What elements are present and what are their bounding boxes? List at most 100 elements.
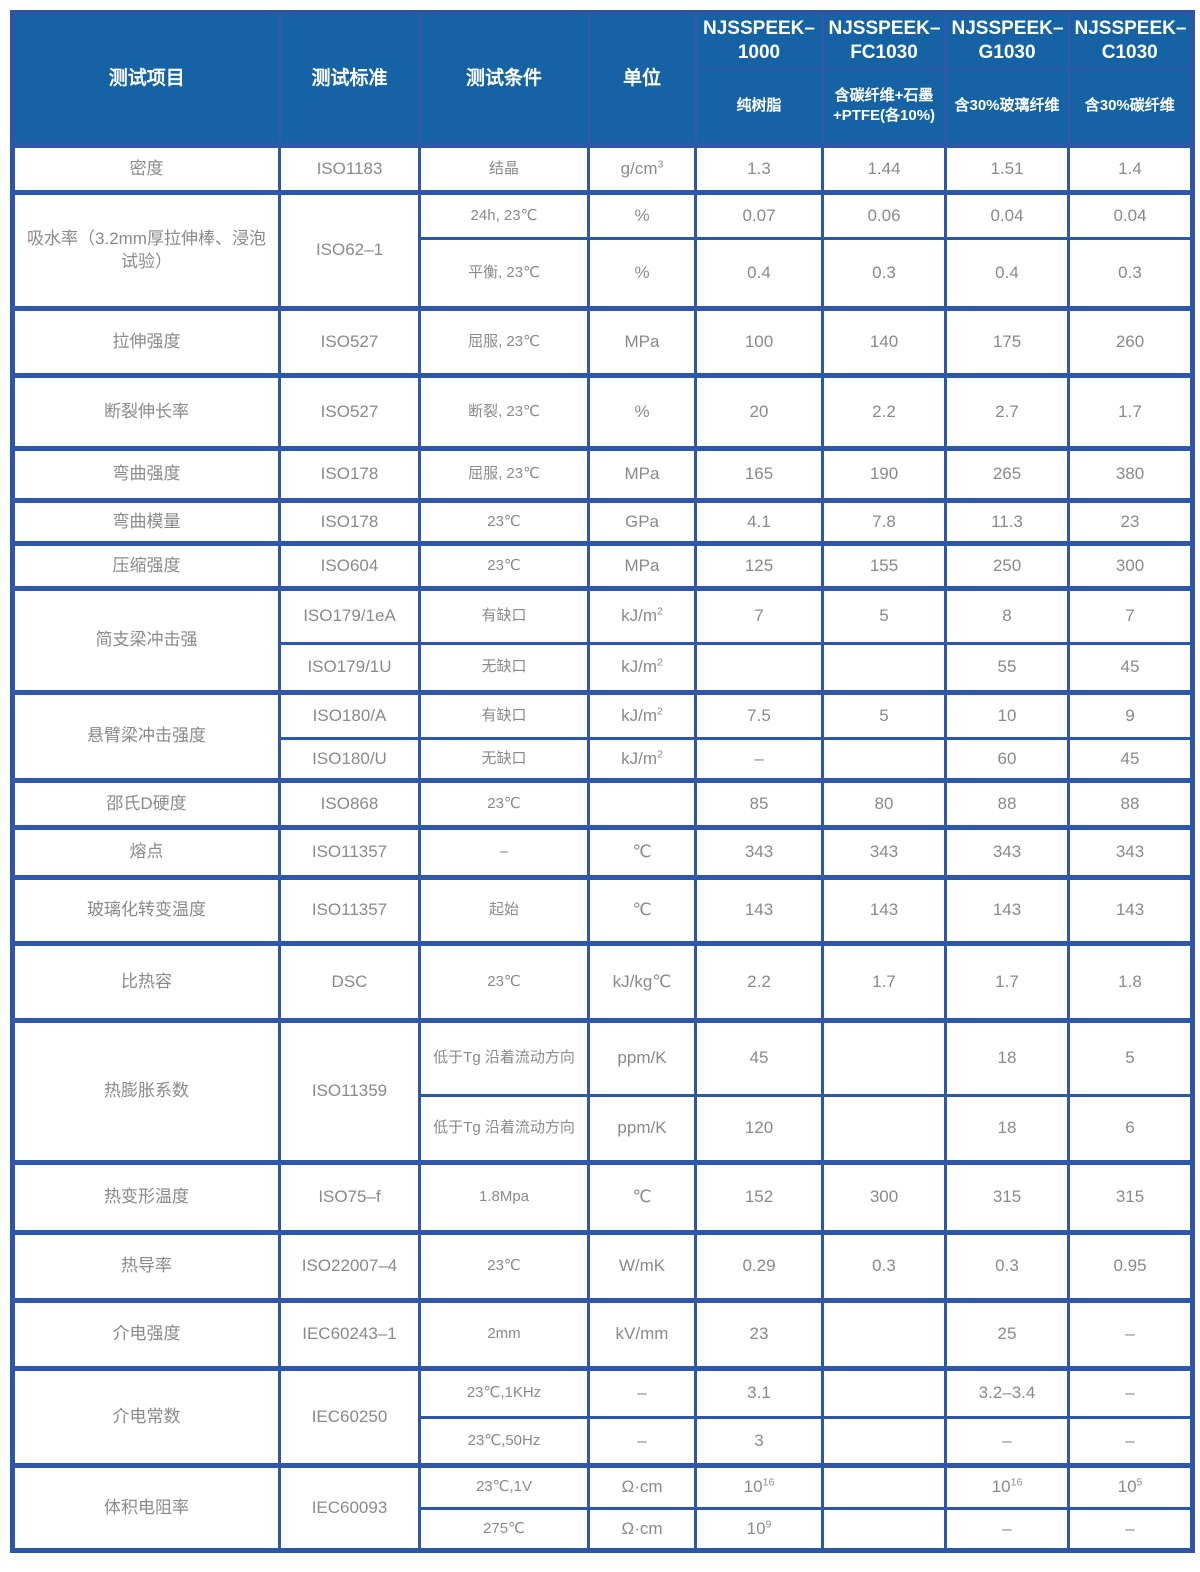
table-row: 压缩强度 ISO604 23℃ MPa 125 155 250 300	[11, 541, 1194, 590]
cell-value: 125	[694, 541, 824, 590]
product-desc: 含碳纤维+石墨+PTFE(各10%)	[821, 66, 947, 147]
cell-value: 5	[821, 586, 947, 645]
cell-value: –	[1067, 1416, 1194, 1467]
cell-value: 1.3	[694, 143, 824, 194]
cell-standard: ISO11357	[278, 875, 421, 945]
cell-value: 1016	[694, 1463, 824, 1510]
cell-item: 压缩强度	[11, 541, 281, 590]
cell-value: –	[1067, 1298, 1194, 1370]
cell-value: 23	[694, 1298, 824, 1370]
cell-item: 拉伸强度	[11, 306, 281, 377]
cell-value: 105	[1067, 1463, 1194, 1510]
cell-standard: ISO178	[278, 498, 421, 545]
table-row: 密度 ISO1183 结晶 g/cm3 1.3 1.44 1.51 1.4	[11, 143, 1194, 194]
cell-standard: ISO75–f	[278, 1160, 421, 1234]
cell-value: 300	[821, 1160, 947, 1234]
cell-value: 7.5	[694, 690, 824, 740]
cell-value: 2.7	[944, 373, 1070, 450]
cell-unit: kJ/m2	[587, 737, 697, 782]
cell-standard: ISO527	[278, 306, 421, 377]
cell-value: 0.07	[694, 190, 824, 240]
header-test-condition: 测试条件	[418, 11, 590, 147]
properties-table: 测试项目 测试标准 测试条件 单位 NJSSPEEK–1000 NJSSPEEK…	[10, 10, 1195, 1553]
cell-standard: ISO11357	[278, 825, 421, 879]
cell-value: 1.7	[1067, 373, 1194, 450]
cell-value	[821, 1507, 947, 1552]
cell-value: 315	[944, 1160, 1070, 1234]
cell-value: 343	[694, 825, 824, 879]
cell-value: 109	[694, 1507, 824, 1552]
cell-value: 45	[694, 1018, 824, 1097]
cell-condition: 275℃	[418, 1507, 590, 1552]
table-header: 测试项目 测试标准 测试条件 单位 NJSSPEEK–1000 NJSSPEEK…	[11, 11, 1194, 147]
cell-item: 介电常数	[11, 1366, 281, 1467]
cell-item: 简支梁冲击强	[11, 586, 281, 694]
table-row: 介电强度 IEC60243–1 2mm kV/mm 23 25 –	[11, 1298, 1194, 1370]
cell-value: 0.3	[944, 1230, 1070, 1302]
cell-value: 80	[821, 778, 947, 829]
cell-value: 265	[944, 446, 1070, 502]
cell-item: 比热容	[11, 941, 281, 1022]
cell-value: 6	[1067, 1094, 1194, 1164]
cell-item: 密度	[11, 143, 281, 194]
cell-unit: ℃	[587, 1160, 697, 1234]
product-name: NJSSPEEK–G1030	[944, 11, 1070, 69]
table-row: 悬臂梁冲击强度 ISO180/A 有缺口 kJ/m2 7.5 5 10 9	[11, 690, 1194, 782]
header-unit: 单位	[587, 11, 697, 147]
table-row: 熔点 ISO11357 – ℃ 343 343 343 343	[11, 825, 1194, 879]
cell-value: –	[694, 737, 824, 782]
cell-unit: kJ/m2	[587, 642, 697, 694]
cell-unit: MPa	[587, 541, 697, 590]
cell-standard: IEC60250	[278, 1366, 421, 1467]
cell-value: 120	[694, 1094, 824, 1164]
cell-value	[821, 1094, 947, 1164]
cell-unit	[587, 778, 697, 829]
cell-condition: 平衡, 23℃	[418, 237, 590, 310]
cell-value	[821, 1366, 947, 1419]
cell-value: 7.8	[821, 498, 947, 545]
cell-condition: 屈服, 23℃	[418, 306, 590, 377]
table-row: 介电常数 IEC60250 23℃,1KHz – 3.1 3.2–3.4 –	[11, 1366, 1194, 1467]
cell-condition: 23℃	[418, 941, 590, 1022]
header-row-products: 测试项目 测试标准 测试条件 单位 NJSSPEEK–1000 NJSSPEEK…	[11, 11, 1194, 147]
cell-value	[694, 642, 824, 694]
cell-value: 380	[1067, 446, 1194, 502]
cell-value: 2.2	[821, 373, 947, 450]
cell-value	[821, 1463, 947, 1510]
cell-item: 热膨胀系数	[11, 1018, 281, 1164]
table-row: 热导率 ISO22007–4 23℃ W/mK 0.29 0.3 0.3 0.9…	[11, 1230, 1194, 1302]
cell-unit: MPa	[587, 306, 697, 377]
table-row: 275℃ Ω·cm 109 – –	[13, 1507, 1194, 1552]
cell-condition: 断裂, 23℃	[418, 373, 590, 450]
cell-value: 85	[694, 778, 824, 829]
cell-condition: 23℃	[418, 541, 590, 590]
table-row: 拉伸强度 ISO527 屈服, 23℃ MPa 100 140 175 260	[11, 306, 1194, 377]
cell-standard: ISO604	[278, 541, 421, 590]
cell-value: 175	[944, 306, 1070, 377]
cell-value: 25	[944, 1298, 1070, 1370]
cell-value: 1.44	[821, 143, 947, 194]
cell-condition: 23℃	[418, 778, 590, 829]
cell-condition: 23℃	[418, 498, 590, 545]
cell-value: 343	[944, 825, 1070, 879]
cell-standard: IEC60093	[278, 1463, 421, 1552]
cell-unit: %	[587, 190, 697, 240]
cell-unit: W/mK	[587, 1230, 697, 1302]
cell-value: –	[1067, 1507, 1194, 1552]
cell-value: 2.2	[694, 941, 824, 1022]
cell-unit: kJ/kg℃	[587, 941, 697, 1022]
table-row: 平衡, 23℃ % 0.4 0.3 0.4 0.3	[13, 237, 1194, 310]
cell-unit: kJ/m2	[587, 586, 697, 645]
cell-value: 1.7	[821, 941, 947, 1022]
table-row: 热变形温度 ISO75–f 1.8Mpa ℃ 152 300 315 315	[11, 1160, 1194, 1234]
cell-standard: ISO62–1	[278, 190, 421, 310]
header-test-item: 测试项目	[11, 11, 281, 147]
cell-standard: ISO868	[278, 778, 421, 829]
cell-value: 143	[944, 875, 1070, 945]
cell-item: 介电强度	[11, 1298, 281, 1370]
cell-item: 悬臂梁冲击强度	[11, 690, 281, 782]
cell-value: 5	[1067, 1018, 1194, 1097]
cell-unit: g/cm3	[587, 143, 697, 194]
cell-value: 1.7	[944, 941, 1070, 1022]
cell-value: 0.29	[694, 1230, 824, 1302]
